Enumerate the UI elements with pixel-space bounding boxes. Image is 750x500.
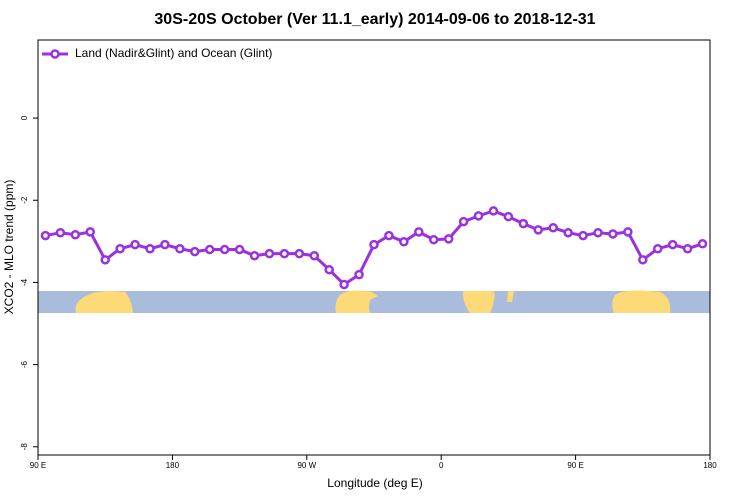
data-point [548, 223, 558, 233]
data-point [219, 244, 230, 255]
x-tick-label: 0 [439, 461, 444, 470]
data-point [428, 234, 439, 245]
data-point [204, 244, 215, 255]
data-point [190, 246, 200, 257]
data-point [399, 236, 409, 247]
data-point [682, 243, 693, 254]
data-point [160, 239, 170, 250]
data-point [608, 229, 618, 239]
data-point [145, 243, 155, 254]
data-point [458, 216, 469, 227]
plot-frame [37, 39, 711, 456]
x-tick-label: 90 E [567, 461, 583, 470]
data-point [40, 230, 51, 241]
data-point [339, 279, 349, 290]
x-tick-label: 90 W [297, 461, 316, 470]
chart-title: 30S-20S October (Ver 11.1_early) 2014-09… [154, 11, 595, 28]
data-point [384, 230, 394, 241]
data-point [234, 244, 245, 255]
y-axis-label: XCO2 - MLO trend (ppm) [2, 180, 16, 315]
data-point [488, 206, 499, 216]
data-point [578, 230, 588, 241]
y-tick-label: -6 [20, 361, 29, 369]
legend-marker [50, 49, 60, 59]
data-point [309, 250, 320, 261]
x-tick-label: 90 E [30, 461, 46, 470]
x-tick-label: 180 [703, 461, 717, 470]
x-axis-label: Longitude (deg E) [327, 476, 422, 490]
x-tick-label: 180 [166, 461, 180, 470]
data-point [294, 248, 305, 259]
y-tick-label: -4 [20, 278, 29, 286]
data-point [264, 248, 275, 259]
data-point [518, 218, 529, 229]
data-point [175, 243, 185, 254]
y-tick-label: -2 [20, 196, 29, 204]
data-point [55, 227, 66, 238]
data-point [638, 255, 648, 265]
data-point [533, 225, 544, 235]
data-point [115, 243, 125, 254]
data-point [100, 255, 110, 265]
data-point [697, 239, 708, 249]
data-point [652, 243, 663, 254]
data-point [667, 239, 678, 250]
data-point [324, 264, 334, 275]
data-point [593, 227, 603, 238]
y-tick-label: -8 [20, 443, 29, 451]
data-point [130, 239, 140, 250]
map-strip [38, 290, 710, 313]
legend-label: Land (Nadir&Glint) and Ocean (Glint) [75, 46, 272, 60]
data-point [503, 211, 514, 222]
data-point [85, 227, 96, 237]
data-point [354, 269, 364, 280]
data-point [473, 211, 484, 221]
data-point [249, 250, 260, 261]
data-point [369, 239, 379, 250]
data-point [623, 227, 633, 237]
data-point [70, 230, 81, 240]
data-point [443, 234, 454, 244]
data-point [414, 227, 424, 237]
data-point [279, 248, 290, 259]
data-point [563, 227, 573, 238]
y-tick-label: 0 [20, 115, 29, 120]
